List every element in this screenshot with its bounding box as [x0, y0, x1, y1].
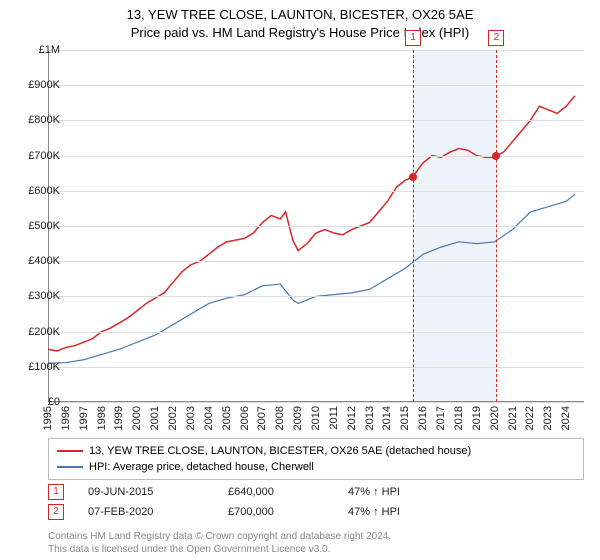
- footer-line-2: This data is licensed under the Open Gov…: [48, 543, 391, 556]
- x-tick-label: 2000: [131, 406, 143, 430]
- y-tick-label: £300K: [16, 290, 60, 302]
- x-tick-label: 2023: [542, 406, 554, 430]
- x-tick-label: 2008: [274, 406, 286, 430]
- x-tick-label: 2017: [435, 406, 447, 430]
- x-tick-label: 1996: [60, 406, 72, 430]
- sales-table: 1 09-JUN-2015£640,00047% ↑ HPI 2 07-FEB-202…: [48, 482, 468, 522]
- x-tick-label: 2022: [524, 406, 536, 430]
- x-tick-label: 2004: [203, 406, 215, 430]
- x-tick-label: 2014: [381, 406, 393, 430]
- chart-plot-area: 12: [48, 50, 584, 402]
- x-tick-label: 2019: [471, 406, 483, 430]
- x-tick-label: 2010: [310, 406, 322, 430]
- x-tick-label: 2009: [292, 406, 304, 430]
- chart-container: 13, YEW TREE CLOSE, LAUNTON, BICESTER, O…: [0, 0, 600, 560]
- x-tick-label: 2012: [346, 406, 358, 430]
- sale-point: [409, 173, 417, 181]
- gridline-horizontal: [48, 120, 584, 121]
- y-tick-label: £200K: [16, 326, 60, 338]
- y-tick-label: £900K: [16, 79, 60, 91]
- y-tick-label: £600K: [16, 185, 60, 197]
- x-tick-label: 2007: [256, 406, 268, 430]
- sales-date: 09-JUN-2015: [88, 486, 228, 498]
- x-tick-label: 1999: [113, 406, 125, 430]
- x-tick-label: 2001: [149, 406, 161, 430]
- event-vline: [413, 50, 414, 402]
- y-tick-label: £1M: [16, 44, 60, 56]
- legend-row: 13, YEW TREE CLOSE, LAUNTON, BICESTER, O…: [57, 443, 575, 459]
- footer: Contains HM Land Registry data © Crown c…: [48, 530, 391, 556]
- x-tick-label: 2003: [185, 406, 197, 430]
- sales-row: 1 09-JUN-2015£640,00047% ↑ HPI: [48, 482, 468, 502]
- x-tick-label: 2006: [239, 406, 251, 430]
- sales-date: 07-FEB-2020: [88, 506, 228, 518]
- gridline-horizontal: [48, 402, 584, 403]
- x-tick-label: 1998: [96, 406, 108, 430]
- y-tick-label: £800K: [16, 114, 60, 126]
- gridline-horizontal: [48, 296, 584, 297]
- gridline-horizontal: [48, 85, 584, 86]
- footer-line-1: Contains HM Land Registry data © Crown c…: [48, 530, 391, 543]
- x-tick-label: 1995: [42, 406, 54, 430]
- x-tick-label: 2020: [489, 406, 501, 430]
- y-tick-label: £700K: [16, 150, 60, 162]
- title-block: 13, YEW TREE CLOSE, LAUNTON, BICESTER, O…: [0, 0, 600, 43]
- x-tick-label: 2021: [507, 406, 519, 430]
- gridline-horizontal: [48, 367, 584, 368]
- legend-label: 13, YEW TREE CLOSE, LAUNTON, BICESTER, O…: [89, 445, 471, 457]
- legend: 13, YEW TREE CLOSE, LAUNTON, BICESTER, O…: [48, 438, 584, 480]
- event-marker-box: 1: [405, 30, 421, 46]
- x-tick-label: 2015: [399, 406, 411, 430]
- gridline-horizontal: [48, 226, 584, 227]
- legend-swatch: [57, 466, 83, 468]
- x-tick-label: 2013: [364, 406, 376, 430]
- gridline-horizontal: [48, 191, 584, 192]
- sale-point: [492, 152, 500, 160]
- sales-row: 2 07-FEB-2020£700,00047% ↑ HPI: [48, 502, 468, 522]
- x-tick-label: 2018: [453, 406, 465, 430]
- gridline-horizontal: [48, 261, 584, 262]
- gridline-horizontal: [48, 332, 584, 333]
- x-tick-label: 1997: [78, 406, 90, 430]
- title-line-2: Price paid vs. HM Land Registry's House …: [0, 24, 600, 42]
- sales-marker: 1: [48, 484, 64, 500]
- x-tick-label: 2005: [221, 406, 233, 430]
- y-tick-label: £400K: [16, 255, 60, 267]
- sales-price: £700,000: [228, 506, 348, 518]
- x-tick-label: 2011: [328, 406, 340, 430]
- gridline-horizontal: [48, 156, 584, 157]
- sales-price: £640,000: [228, 486, 348, 498]
- event-vline: [496, 50, 497, 402]
- x-tick-label: 2002: [167, 406, 179, 430]
- y-tick-label: £100K: [16, 361, 60, 373]
- x-tick-label: 2016: [417, 406, 429, 430]
- sales-marker: 2: [48, 504, 64, 520]
- sales-pct: 47% ↑ HPI: [348, 486, 468, 498]
- event-marker-box: 2: [488, 30, 504, 46]
- legend-swatch: [57, 450, 83, 452]
- sales-pct: 47% ↑ HPI: [348, 506, 468, 518]
- title-line-1: 13, YEW TREE CLOSE, LAUNTON, BICESTER, O…: [0, 6, 600, 24]
- legend-label: HPI: Average price, detached house, Cher…: [89, 461, 314, 473]
- legend-row: HPI: Average price, detached house, Cher…: [57, 459, 575, 475]
- gridline-horizontal: [48, 50, 584, 51]
- y-tick-label: £500K: [16, 220, 60, 232]
- x-tick-label: 2024: [560, 406, 572, 430]
